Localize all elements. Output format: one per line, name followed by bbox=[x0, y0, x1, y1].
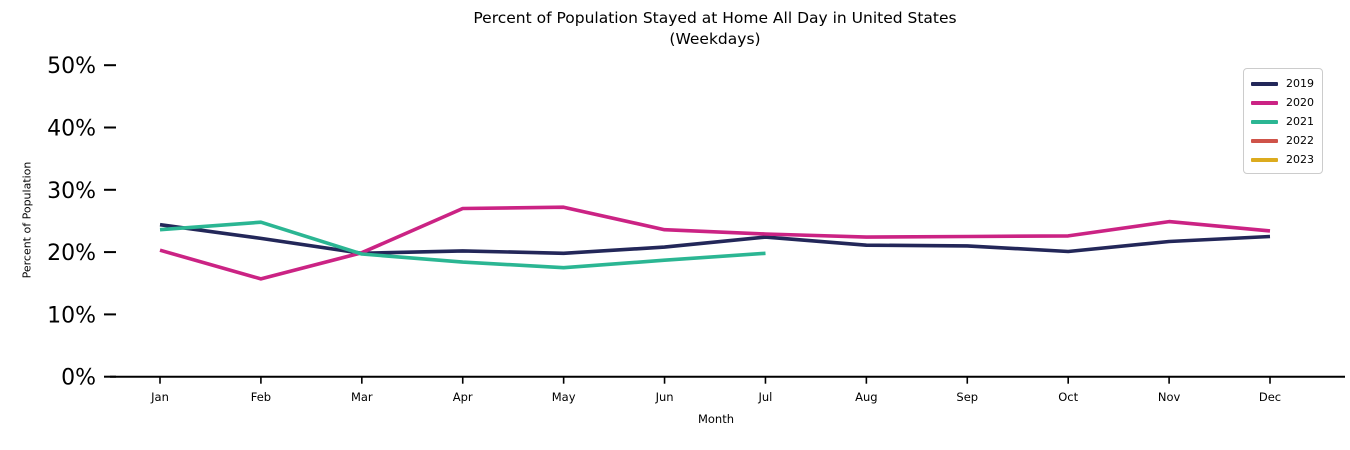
legend-swatch-2023 bbox=[1251, 157, 1278, 162]
x-tick-label: Sep bbox=[956, 390, 978, 404]
legend-item-2023: 2023 bbox=[1244, 150, 1322, 169]
legend-item-2021: 2021 bbox=[1244, 112, 1322, 131]
series-line-2020 bbox=[159, 205, 1271, 281]
legend-item-2022: 2022 bbox=[1244, 131, 1322, 150]
legend-swatch-2020 bbox=[1251, 100, 1278, 105]
legend-swatch-2019 bbox=[1251, 81, 1278, 86]
x-tick-label: Nov bbox=[1158, 390, 1181, 404]
x-tick-label: Aug bbox=[855, 390, 877, 404]
y-tick-label: 10% bbox=[47, 303, 96, 328]
x-tick-label: Dec bbox=[1259, 390, 1281, 404]
legend-item-2020: 2020 bbox=[1244, 93, 1322, 112]
y-tick-label: 30% bbox=[47, 179, 96, 204]
x-tick-label: Feb bbox=[251, 390, 271, 404]
chart-title: Percent of Population Stayed at Home All… bbox=[80, 8, 1350, 50]
y-tick-label: 50% bbox=[47, 54, 96, 79]
x-tick-label: May bbox=[552, 390, 576, 404]
legend: 2019 2020 2021 2022 2023 bbox=[1243, 68, 1323, 174]
x-tick-label: Jan bbox=[150, 390, 169, 404]
y-tick-label: 20% bbox=[47, 241, 96, 266]
legend-label: 2019 bbox=[1286, 77, 1314, 90]
series-line-2021 bbox=[159, 220, 766, 270]
x-tick-label: Mar bbox=[351, 390, 373, 404]
x-tick-label: Apr bbox=[453, 390, 473, 404]
legend-swatch-2022 bbox=[1251, 138, 1278, 143]
x-tick-label: Jun bbox=[655, 390, 674, 404]
legend-swatch-2021 bbox=[1251, 119, 1278, 124]
x-tick-label: Oct bbox=[1058, 390, 1078, 404]
x-axis-label: Month bbox=[698, 412, 734, 426]
legend-label: 2020 bbox=[1286, 96, 1314, 109]
legend-item-2019: 2019 bbox=[1244, 74, 1322, 93]
legend-label: 2023 bbox=[1286, 153, 1314, 166]
legend-label: 2022 bbox=[1286, 134, 1314, 147]
y-tick-label: 40% bbox=[47, 117, 96, 142]
y-tick-label: 0% bbox=[61, 366, 96, 391]
x-tick-label: Jul bbox=[758, 390, 773, 404]
chart-title-line2: (Weekdays) bbox=[669, 30, 761, 48]
legend-label: 2021 bbox=[1286, 115, 1314, 128]
series-line-2019 bbox=[159, 222, 1271, 256]
chart-title-line1: Percent of Population Stayed at Home All… bbox=[473, 9, 957, 27]
